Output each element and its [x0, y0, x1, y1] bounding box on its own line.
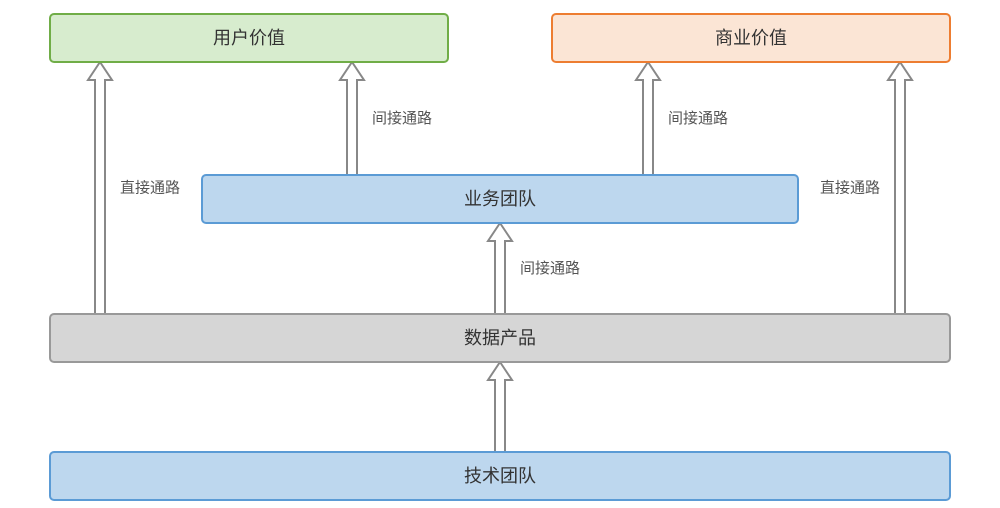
arrow-dataproduct-to-biz-direct [888, 62, 912, 314]
box-label-business-value: 商业价值 [715, 28, 787, 48]
edge-label-dataproduct-to-biz-direct: 直接通路 [820, 180, 880, 197]
box-label-data-product: 数据产品 [464, 328, 536, 348]
box-data-product: 数据产品 [50, 314, 950, 362]
box-label-user-value: 用户价值 [213, 28, 285, 48]
arrow-bizteam-to-biz-indirect [636, 62, 660, 175]
box-business-value: 商业价值 [552, 14, 950, 62]
edge-label-dataproduct-to-user-direct: 直接通路 [120, 180, 180, 197]
arrow-dataproduct-to-bizteam [488, 223, 512, 314]
box-label-tech-team: 技术团队 [464, 466, 536, 486]
edge-label-dataproduct-to-bizteam: 间接通路 [520, 260, 580, 277]
box-label-business-team: 业务团队 [464, 189, 536, 209]
box-user-value: 用户价值 [50, 14, 448, 62]
flow-diagram: 用户价值商业价值业务团队数据产品技术团队 间接通路直接通路直接通路间接通路间接通… [0, 0, 1000, 508]
box-tech-team: 技术团队 [50, 452, 950, 500]
arrow-tech-to-dataproduct [488, 362, 512, 452]
arrow-bizteam-to-user-indirect [340, 62, 364, 175]
edge-label-bizteam-to-user-indirect: 间接通路 [372, 110, 432, 127]
arrow-dataproduct-to-user-direct [88, 62, 112, 314]
box-business-team: 业务团队 [202, 175, 798, 223]
edge-label-bizteam-to-biz-indirect: 间接通路 [668, 110, 728, 127]
